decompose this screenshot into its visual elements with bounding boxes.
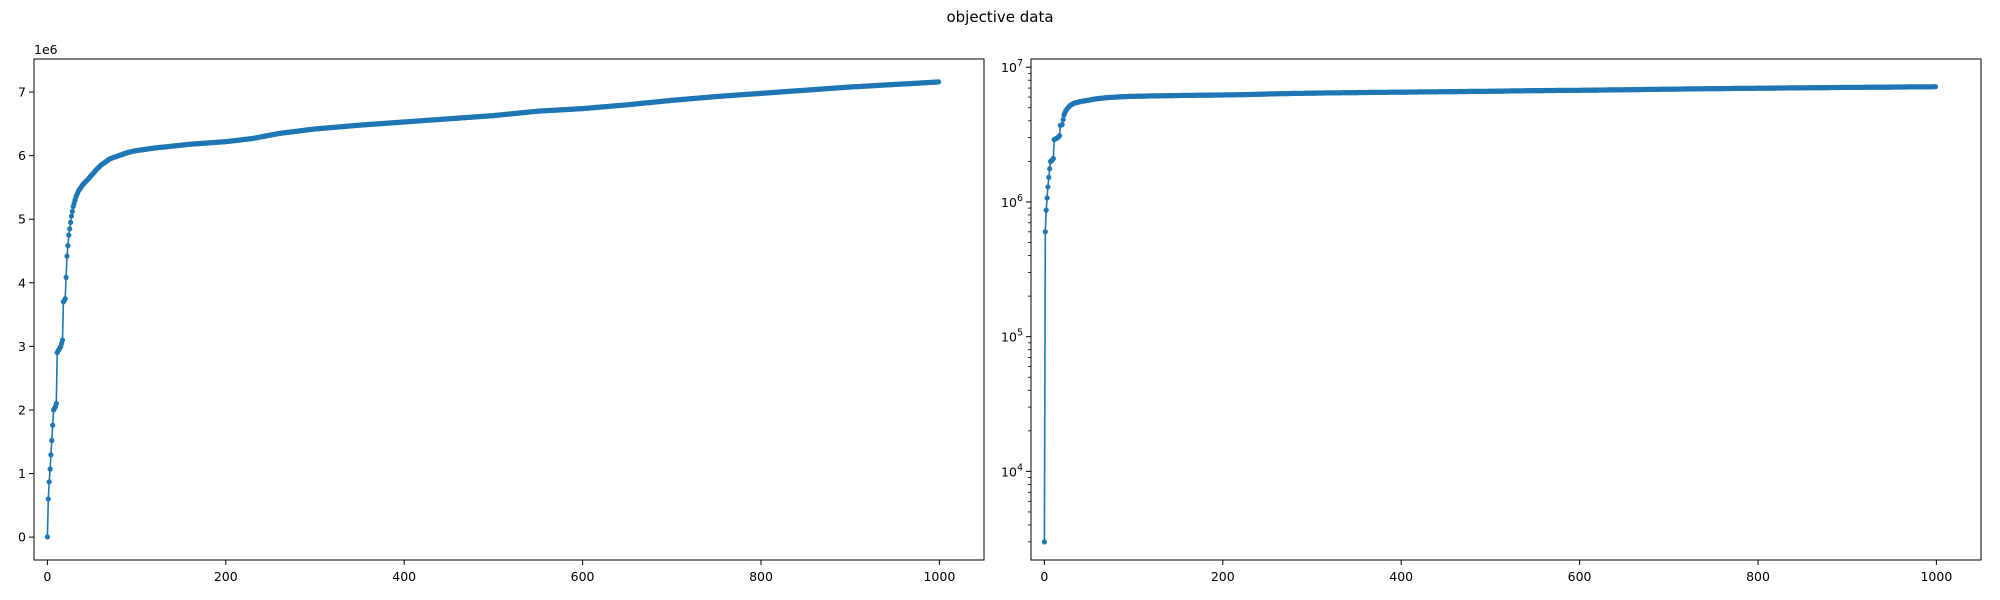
data-point: [68, 219, 74, 225]
data-point: [1047, 166, 1053, 172]
data-point: [1043, 207, 1049, 213]
data-point: [66, 232, 72, 238]
data-point: [1041, 539, 1047, 545]
x-tick-label: 800: [749, 569, 773, 584]
x-tick-label: 200: [1211, 569, 1235, 584]
series-markers: [1041, 84, 1939, 545]
y-tick-label: 5: [18, 212, 26, 227]
y-tick-label: 104: [1001, 462, 1023, 479]
data-point: [1045, 184, 1051, 190]
data-point: [50, 422, 56, 428]
data-point: [46, 479, 52, 485]
data-point: [45, 496, 51, 502]
figure-title: objective data: [946, 8, 1054, 26]
y-tick-label: 7: [18, 85, 26, 100]
data-point: [64, 253, 70, 259]
axes-frame: [1030, 58, 1982, 561]
data-point: [68, 213, 75, 219]
data-point: [69, 208, 75, 214]
y-tick-label: 107: [1001, 58, 1023, 75]
x-tick-label: 1000: [1920, 569, 1952, 584]
data-point: [48, 452, 54, 458]
x-tick-label: 200: [214, 569, 238, 584]
data-point: [1060, 117, 1066, 123]
x-tick-label: 600: [571, 569, 595, 584]
data-point: [53, 401, 59, 407]
data-point: [1059, 122, 1065, 128]
x-tick-label: 800: [1746, 569, 1770, 584]
data-point: [62, 296, 68, 302]
left-axes-linear: 0 200 400 600 800 1000 0 1 2 3 4 5 6 7 1e6: [18, 42, 985, 584]
data-point: [63, 274, 69, 280]
data-point: [1042, 229, 1048, 235]
y-tick-label: 6: [18, 148, 26, 163]
data-point: [1046, 174, 1052, 180]
x-tick-label: 0: [1040, 569, 1048, 584]
y-tick-label: 106: [1001, 193, 1023, 210]
data-point: [1932, 84, 1939, 90]
data-point: [1050, 155, 1056, 162]
y-tick-label: 0: [18, 530, 26, 545]
x-tick-label: 0: [43, 569, 51, 584]
x-tick-label: 400: [1389, 569, 1413, 584]
data-point: [67, 226, 73, 232]
data-point: [1056, 133, 1063, 139]
axes-frame: [33, 58, 985, 561]
y-offset-label: 1e6: [34, 42, 58, 57]
data-point: [935, 79, 942, 85]
right-axes-log: 0 200 400 600 800 1000 104 105 106 107: [1001, 58, 1982, 584]
y-tick-label: 1: [18, 466, 26, 481]
y-tick-label: 4: [18, 275, 26, 290]
y-tick-label: 2: [18, 402, 26, 417]
series-markers: [44, 79, 942, 540]
data-point: [1044, 195, 1050, 201]
data-point: [65, 243, 71, 249]
series-line: [1043, 85, 1936, 542]
y-tick-label: 3: [18, 339, 26, 354]
data-point: [59, 337, 66, 343]
series-line: [46, 81, 939, 537]
y-tick-label: 105: [1001, 328, 1023, 345]
data-point: [49, 437, 55, 444]
x-tick-label: 400: [392, 569, 416, 584]
x-tick-label: 1000: [923, 569, 955, 584]
data-point: [47, 466, 53, 472]
x-tick-label: 600: [1568, 569, 1592, 584]
data-point: [44, 534, 51, 540]
